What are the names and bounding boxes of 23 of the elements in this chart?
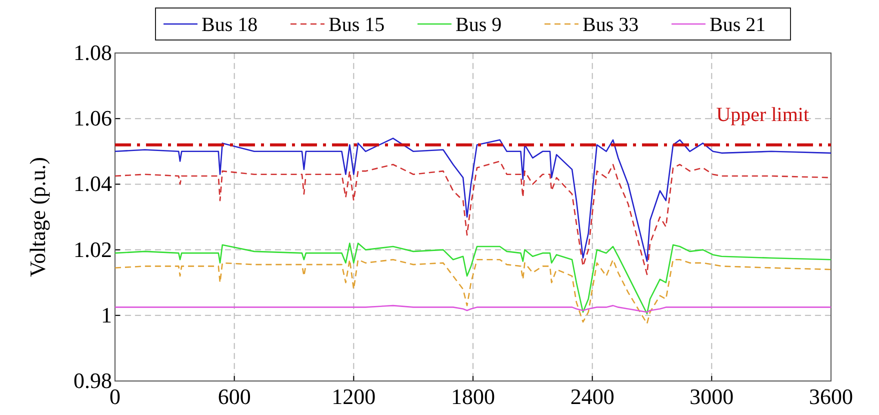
x-tick-label: 3600 — [809, 384, 853, 409]
y-tick-label: 1.02 — [74, 236, 112, 262]
y-tick-label: 1.04 — [74, 171, 112, 196]
legend-label: Bus 9 — [456, 14, 502, 36]
legend-label: Bus 33 — [582, 14, 639, 36]
y-tick-label: 1 — [101, 302, 112, 328]
x-tick-label: 1800 — [451, 384, 495, 409]
y-axis-title: Voltage (p.u.) — [25, 157, 50, 277]
line-series — [114, 258, 832, 324]
y-tick-label: 1.06 — [74, 106, 112, 131]
ref-line-label: Upper limit — [716, 104, 810, 126]
legend-label: Bus 15 — [328, 14, 385, 36]
x-tick-label: 600 — [218, 384, 251, 409]
x-tick-label: 1200 — [332, 384, 376, 409]
line-series — [114, 138, 832, 262]
line-series — [114, 304, 832, 313]
legend-label: Bus 18 — [202, 14, 258, 36]
legend-label: Bus 21 — [710, 14, 766, 36]
x-tick-label: 3000 — [690, 384, 734, 409]
x-tick-label: 2400 — [570, 384, 614, 409]
y-tick-label: 1.08 — [74, 40, 112, 66]
line-series — [114, 242, 832, 314]
y-tick-label: 0.98 — [74, 368, 112, 394]
